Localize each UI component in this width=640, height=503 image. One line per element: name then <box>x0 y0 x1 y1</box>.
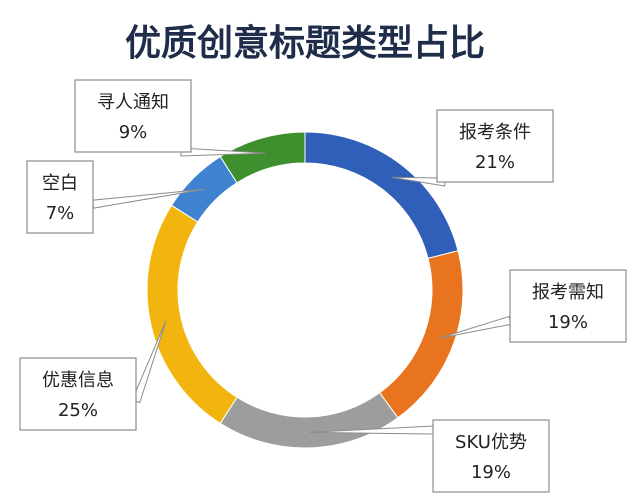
chart-title: 优质创意标题类型占比 <box>125 23 485 64</box>
callout-box-4 <box>26 160 94 234</box>
callout-box-2 <box>432 419 550 493</box>
slice-value-label-2: 19% <box>471 462 511 483</box>
slice-value-label-0: 21% <box>475 152 515 173</box>
callout-box-3 <box>19 357 137 431</box>
slice-label-2: SKU优势 <box>455 432 527 453</box>
leader-line-3 <box>131 320 167 404</box>
slice-value-label-3: 25% <box>58 400 98 421</box>
slice-value-label-4: 7% <box>46 203 75 224</box>
slices-group <box>146 131 464 449</box>
slice-label-3: 优惠信息 <box>42 370 114 391</box>
slice-label-5: 寻人通知 <box>97 92 169 113</box>
callout-box-5 <box>74 79 192 153</box>
callouts-group: 报考条件 21% 报考需知 19% SKU优势 19% 优惠信息 25% 空白 7% 寻人通知 9% <box>19 79 627 493</box>
slice-label-1: 报考需知 <box>532 282 604 303</box>
slice-value-label-5: 9% <box>119 122 148 143</box>
callout-box-0 <box>436 109 554 183</box>
slice-2 <box>219 392 399 449</box>
slice-3 <box>146 204 238 425</box>
slice-label-4: 空白 <box>42 173 78 194</box>
slice-0 <box>304 131 459 260</box>
slice-value-label-1: 19% <box>548 312 588 333</box>
slice-5 <box>219 131 306 184</box>
callout-box-1 <box>509 269 627 343</box>
slice-label-0: 报考条件 <box>459 122 531 143</box>
